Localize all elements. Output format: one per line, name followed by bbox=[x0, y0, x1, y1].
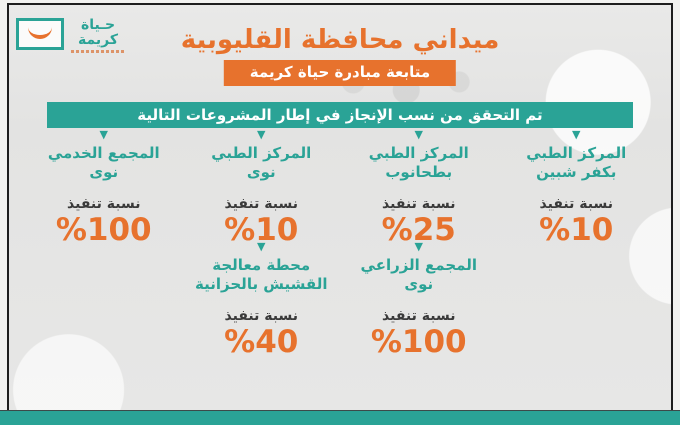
project-name: المركز الطبي نوى bbox=[211, 144, 312, 182]
percent-value: %10 bbox=[539, 212, 614, 248]
projects-row-2: ▼ المجمع الزراعي نوى نسبة تنفيذ %100 ▼ م… bbox=[25, 241, 655, 359]
triangle-down-icon: ▼ bbox=[414, 128, 423, 141]
logo-square bbox=[16, 18, 64, 50]
project-card-service-complex-nawa: ▼ المجمع الخدمي نوى نسبة تنفيذ %100 bbox=[25, 129, 183, 247]
logo-line2: كريمة bbox=[78, 31, 118, 48]
project-name: المركز الطبي بطحانوب bbox=[368, 144, 469, 182]
project-name: محطة معالجة القشيش بالحزانية bbox=[195, 256, 328, 294]
percent-value: %100 bbox=[370, 324, 467, 360]
smile-icon bbox=[28, 26, 52, 39]
percent-value: %100 bbox=[55, 212, 152, 248]
ratio-label: نسبة تنفيذ bbox=[224, 196, 298, 212]
logo-tagline-line bbox=[71, 50, 125, 54]
triangle-down-icon: ▼ bbox=[414, 240, 423, 253]
project-name: المركز الطبي بكفر شبين bbox=[526, 144, 627, 182]
project-name: المجمع الخدمي نوى bbox=[47, 144, 160, 182]
ratio-label: نسبة تنفيذ bbox=[224, 308, 298, 324]
triangle-down-icon: ▼ bbox=[99, 128, 108, 141]
logo-line1: حـياة bbox=[80, 17, 116, 33]
hayah-karima-logo: حـياة كريمة bbox=[16, 17, 125, 54]
project-card-medical-nawa: ▼ المركز الطبي نوى نسبة تنفيذ %10 bbox=[183, 129, 341, 247]
ratio-label: نسبة تنفيذ bbox=[67, 196, 141, 212]
project-name: المجمع الزراعي نوى bbox=[360, 256, 477, 294]
project-card-treatment-station: ▼ محطة معالجة القشيش بالحزانية نسبة تنفي… bbox=[183, 241, 341, 359]
triangle-down-icon: ▼ bbox=[257, 240, 266, 253]
ratio-label: نسبة تنفيذ bbox=[382, 196, 456, 212]
footer-teal-bar bbox=[0, 410, 680, 425]
page-title: ميداني محافظة القليوبية bbox=[180, 25, 500, 55]
infographic-frame: حـياة كريمة ميداني محافظة القليوبية متاب… bbox=[7, 3, 673, 410]
verification-banner: تم التحقق من نسب الإنجاز في إطار المشروع… bbox=[47, 102, 633, 128]
subtitle-badge: متابعة مبادرة حياة كريمة bbox=[223, 60, 457, 86]
percent-value: %10 bbox=[224, 212, 299, 248]
triangle-down-icon: ▼ bbox=[257, 128, 266, 141]
project-card-bathanoub: ▼ المركز الطبي بطحانوب نسبة تنفيذ %25 bbox=[340, 129, 498, 247]
ratio-label: نسبة تنفيذ bbox=[539, 196, 613, 212]
projects-row-1: ▼ المركز الطبي بكفر شبين نسبة تنفيذ %10 … bbox=[25, 129, 655, 247]
logo-wordmark: حـياة كريمة bbox=[71, 17, 125, 54]
percent-value: %25 bbox=[381, 212, 456, 248]
percent-value: %40 bbox=[224, 324, 299, 360]
ratio-label: نسبة تنفيذ bbox=[382, 308, 456, 324]
triangle-down-icon: ▼ bbox=[572, 128, 581, 141]
project-card-agri-complex-nawa: ▼ المجمع الزراعي نوى نسبة تنفيذ %100 bbox=[340, 241, 498, 359]
project-card-kafr-shebeen: ▼ المركز الطبي بكفر شبين نسبة تنفيذ %10 bbox=[498, 129, 656, 247]
